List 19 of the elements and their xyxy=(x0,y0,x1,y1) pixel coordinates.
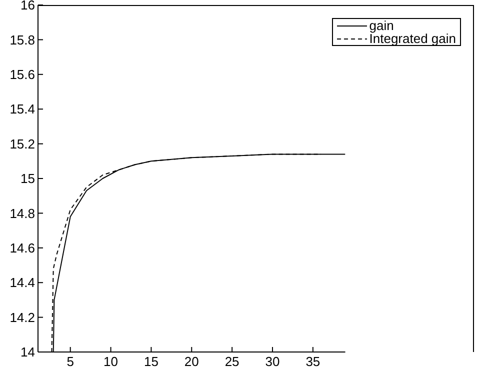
y-tick-label: 14.4 xyxy=(10,275,35,290)
y-tick-label: 16 xyxy=(20,0,35,13)
y-tick-label: 15.2 xyxy=(10,136,35,152)
x-tick-label: 35 xyxy=(306,354,320,370)
y-tick-label: 15.6 xyxy=(10,67,35,82)
legend-label: gain xyxy=(369,18,394,33)
y-tick-label: 14.6 xyxy=(10,240,35,256)
y-tick-label: 14.2 xyxy=(10,310,35,325)
y-tick-label: 15.8 xyxy=(10,32,35,48)
y-tick-label: 14.8 xyxy=(10,206,35,221)
x-tick-label: 20 xyxy=(184,354,199,370)
y-tick-label: 15.4 xyxy=(10,102,35,117)
y-tick-label: 14 xyxy=(20,344,35,360)
x-tick-label: 30 xyxy=(265,354,280,370)
x-tick-label: 5 xyxy=(66,354,74,370)
x-tick-label: 10 xyxy=(104,354,118,370)
x-tick-label: 25 xyxy=(224,354,240,370)
x-tick-label: 15 xyxy=(144,354,158,370)
y-tick-label: 15 xyxy=(20,171,35,186)
